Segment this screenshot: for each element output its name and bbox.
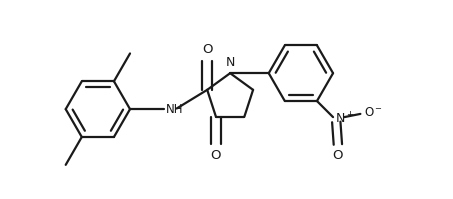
Text: O: O (211, 149, 221, 162)
Text: O: O (202, 43, 212, 56)
Text: O: O (333, 149, 343, 162)
Text: NH: NH (165, 103, 183, 116)
Text: O$^-$: O$^-$ (364, 106, 383, 119)
Text: N$^+$: N$^+$ (335, 111, 354, 126)
Text: N: N (226, 56, 235, 69)
